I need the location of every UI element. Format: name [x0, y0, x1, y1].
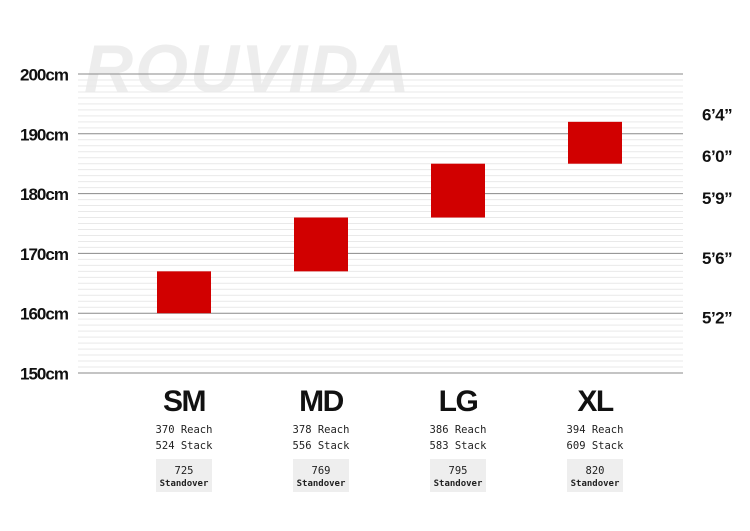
size-range-bar-xl: [568, 121, 622, 164]
standover-label: Standover: [160, 479, 209, 489]
size-name: LG: [439, 385, 478, 418]
feet-label: 5’2”: [702, 309, 732, 328]
y-tick-label: 180cm: [20, 185, 69, 204]
standover-value: 820: [586, 465, 605, 477]
y-tick-label: 160cm: [20, 305, 69, 324]
feet-label: 6’0”: [702, 147, 732, 166]
y-tick-label: 200cm: [20, 65, 69, 84]
standover-value: 769: [312, 465, 331, 477]
size-name: SM: [163, 385, 205, 418]
reach-text: 370 Reach: [156, 424, 213, 436]
standover-value: 725: [175, 465, 194, 477]
stack-text: 609 Stack: [567, 440, 625, 452]
standover-box: [430, 459, 486, 492]
size-range-bar-md: [294, 217, 348, 272]
y-tick-label: 170cm: [20, 245, 69, 264]
brand-watermark: ROUVIDA: [84, 31, 412, 107]
size-range-bar-lg: [431, 163, 485, 218]
size-range-bar-sm: [157, 271, 211, 314]
standover-box: [293, 459, 349, 492]
y-axis-ticks: 200cm 190cm 180cm 170cm 160cm 150cm: [20, 65, 70, 383]
grid: [78, 73, 683, 374]
standover-box: [567, 459, 623, 492]
size-column-sm: SM 370 Reach 524 Stack 725 Standover: [156, 385, 214, 492]
reach-text: 378 Reach: [293, 424, 350, 436]
stack-text: 556 Stack: [293, 440, 351, 452]
size-columns: SM 370 Reach 524 Stack 725 Standover MD 378 Re…: [156, 385, 625, 492]
feet-labels: 6’4” 6’0” 5’9” 5’6” 5’2”: [702, 105, 733, 328]
standover-box: [156, 459, 212, 492]
reach-text: 394 Reach: [567, 424, 624, 436]
feet-label: 5’9”: [702, 189, 732, 208]
y-tick-label: 190cm: [20, 125, 69, 144]
y-tick-label: 150cm: [20, 364, 69, 383]
standover-label: Standover: [297, 479, 346, 489]
size-column-xl: XL 394 Reach 609 Stack 820 Standover: [567, 385, 625, 492]
stack-text: 524 Stack: [156, 440, 214, 452]
feet-label: 6’4”: [702, 105, 732, 124]
feet-label: 5’6”: [702, 249, 732, 268]
size-name: MD: [299, 385, 343, 418]
size-column-md: MD 378 Reach 556 Stack 769 Standover: [293, 385, 351, 492]
standover-value: 795: [449, 465, 468, 477]
size-bars: [157, 121, 622, 314]
standover-label: Standover: [571, 479, 620, 489]
stack-text: 583 Stack: [430, 440, 488, 452]
standover-label: Standover: [434, 479, 483, 489]
size-column-lg: LG 386 Reach 583 Stack 795 Standover: [430, 385, 488, 492]
reach-text: 386 Reach: [430, 424, 487, 436]
size-name: XL: [577, 385, 614, 418]
